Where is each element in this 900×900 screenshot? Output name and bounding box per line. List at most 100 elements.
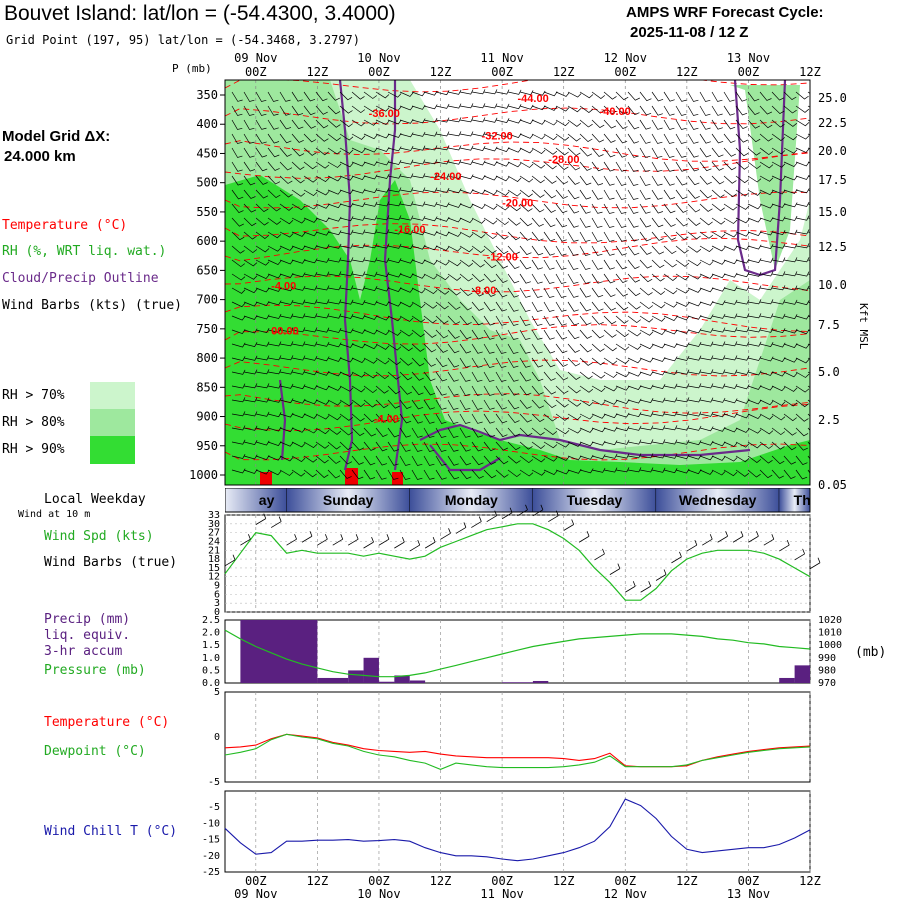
wind-barb — [231, 91, 243, 102]
pressure-tick-label: 1020 — [818, 615, 842, 626]
wind-barb — [639, 119, 651, 130]
wind-barb — [375, 201, 390, 207]
wind-barb — [567, 245, 579, 256]
wind-barb — [435, 273, 450, 281]
wind-barb — [555, 147, 569, 156]
wind-barb — [711, 91, 723, 102]
wind-barb — [723, 259, 738, 265]
temperature-contour-label: -20.00 — [502, 198, 533, 210]
wind-barb — [519, 343, 531, 354]
wind-barb — [243, 469, 258, 474]
wind-barb — [663, 411, 678, 417]
wind-speed-tick-label: 12 — [208, 572, 220, 583]
wind-barb — [555, 399, 569, 408]
wind-barb — [579, 301, 592, 312]
wind-barb — [591, 343, 605, 352]
wind-barb — [291, 313, 306, 319]
wind-barb — [243, 245, 258, 254]
wind-barb — [255, 175, 268, 185]
wind-barb — [543, 273, 555, 284]
wind-barb — [699, 341, 714, 347]
wind-barb — [651, 329, 666, 336]
wind-barb — [507, 413, 520, 424]
height-tick-label: 25.0 — [818, 91, 847, 105]
wind-barb — [639, 343, 654, 350]
wind-barb — [567, 105, 582, 113]
wind-barb — [531, 133, 546, 140]
wind-barb — [795, 357, 810, 364]
wind-barb — [375, 399, 389, 409]
wind-barb — [423, 301, 438, 309]
wind-barb — [759, 285, 774, 291]
wind-barb — [663, 425, 678, 431]
wind-barb — [435, 329, 449, 339]
surface-wind-barb — [609, 563, 621, 575]
wind-barb — [495, 259, 508, 269]
wind-barb — [435, 131, 450, 137]
wind-barb — [555, 133, 570, 141]
wind-barb — [291, 258, 306, 264]
wind-barb — [351, 119, 366, 127]
wind-barb — [507, 175, 522, 182]
wind-barb — [771, 133, 786, 141]
wind-barb — [687, 397, 702, 403]
wind-barb — [663, 245, 677, 255]
surface-wind-barb — [748, 531, 759, 543]
height-axis: 25.0 22.5 20.0 17.5 15.0 12.5 10.0 7.5 5.0 2.5 0.0… — [818, 91, 847, 492]
surface-wind-barb — [594, 548, 605, 561]
wind-barb — [531, 399, 545, 409]
wind-barb — [639, 259, 653, 269]
wind-barb — [375, 455, 388, 466]
wind-barb — [567, 231, 579, 242]
top-time-tick: 12Z — [307, 65, 329, 79]
wind-barb — [759, 469, 773, 479]
wind-barb — [243, 175, 256, 186]
wind-barb — [435, 371, 448, 382]
wind-barb — [627, 301, 641, 310]
wind-barb — [351, 469, 364, 480]
pressure-tick-label: 1000 — [818, 640, 842, 651]
wind-barb — [411, 427, 423, 438]
wind-barb — [507, 147, 522, 153]
wind-barb — [243, 189, 256, 199]
wind-barb — [747, 231, 762, 237]
wind-barb — [483, 245, 497, 254]
wind-barb — [783, 161, 798, 168]
wind-barb — [711, 119, 723, 130]
wind-barb — [735, 203, 750, 210]
wind-barb — [339, 313, 354, 319]
wind-barb — [771, 230, 786, 236]
temperature-contour — [225, 304, 810, 333]
wind-barb — [471, 385, 483, 396]
wind-barb — [567, 399, 582, 407]
wind-barb — [471, 287, 485, 297]
wind-barb — [387, 201, 402, 207]
wind-barb — [639, 203, 651, 214]
wind-barb — [591, 105, 605, 114]
wind-barb — [519, 133, 534, 139]
wind-barb — [231, 147, 243, 158]
wind-barb — [387, 427, 400, 438]
wind-barb — [387, 413, 400, 424]
wind-barb — [687, 273, 702, 280]
rh90-swatch — [90, 436, 135, 464]
wind-barb — [651, 439, 666, 445]
wind-barb — [459, 117, 474, 123]
wind-barb — [699, 273, 714, 279]
wind-barb — [423, 117, 438, 123]
wind-barb — [639, 147, 651, 158]
wind-barb — [231, 259, 246, 268]
wind-barb — [663, 189, 676, 200]
wind-barb — [327, 455, 341, 464]
surface-wind-barb — [717, 531, 729, 543]
bottom-date-label: 09 Nov — [234, 887, 277, 900]
wind-barb — [291, 189, 306, 197]
wind-barb — [243, 301, 258, 307]
pressure-tick-label: 980 — [818, 665, 836, 676]
wind-barb — [339, 427, 353, 436]
wind-barb — [615, 385, 630, 391]
wind-barb — [651, 203, 664, 214]
wind-barb — [555, 189, 568, 199]
wind-barb — [279, 273, 294, 278]
wind-barb — [531, 427, 545, 436]
